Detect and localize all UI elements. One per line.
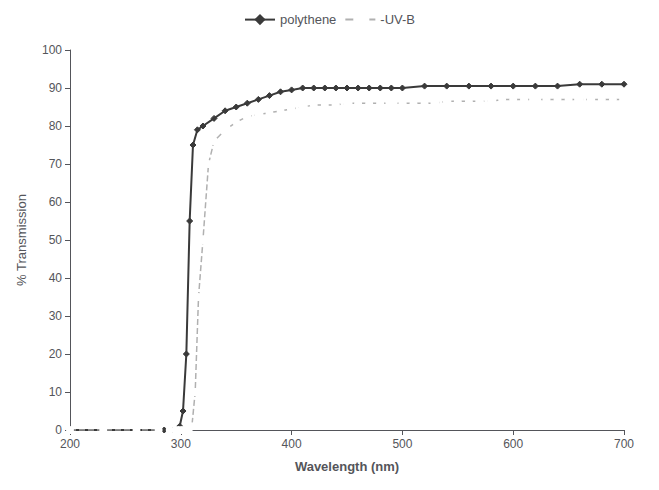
svg-text:200: 200 — [60, 437, 80, 451]
svg-text:600: 600 — [503, 437, 523, 451]
svg-text:50: 50 — [49, 233, 63, 247]
svg-text:80: 80 — [49, 119, 63, 133]
svg-text:-UV-B: -UV-B — [380, 12, 415, 27]
svg-text:polythene: polythene — [280, 12, 336, 27]
svg-text:60: 60 — [49, 195, 63, 209]
svg-text:0: 0 — [55, 423, 62, 437]
svg-text:300: 300 — [171, 437, 191, 451]
svg-text:Wavelength (nm): Wavelength (nm) — [295, 459, 399, 474]
svg-text:500: 500 — [392, 437, 412, 451]
svg-text:400: 400 — [282, 437, 302, 451]
svg-text:30: 30 — [49, 309, 63, 323]
svg-text:% Transmission: % Transmission — [14, 194, 29, 286]
svg-text:10: 10 — [49, 385, 63, 399]
svg-text:20: 20 — [49, 347, 63, 361]
svg-text:100: 100 — [42, 43, 62, 57]
svg-text:700: 700 — [614, 437, 634, 451]
svg-text:40: 40 — [49, 271, 63, 285]
svg-text:70: 70 — [49, 157, 63, 171]
svg-text:90: 90 — [49, 81, 63, 95]
